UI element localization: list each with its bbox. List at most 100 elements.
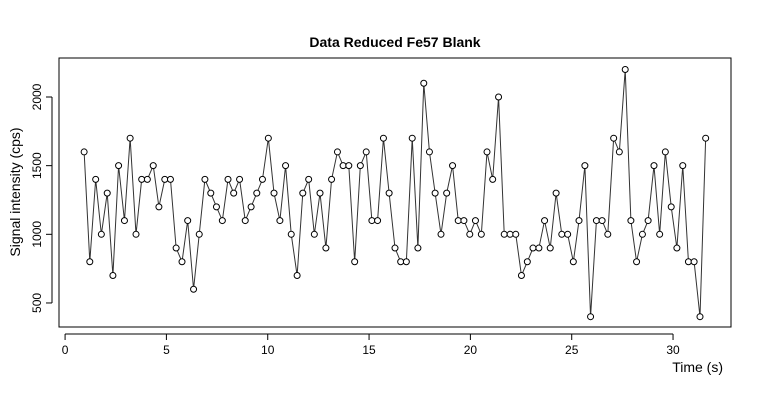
data-point bbox=[132, 230, 140, 238]
y-tick-label: 1500 bbox=[30, 152, 44, 179]
data-point bbox=[408, 134, 416, 142]
data-point bbox=[333, 148, 341, 156]
x-tick-label: 20 bbox=[464, 343, 478, 357]
data-point bbox=[247, 203, 255, 211]
data-point bbox=[414, 244, 422, 252]
data-point bbox=[264, 134, 272, 142]
data-point bbox=[322, 244, 330, 252]
data-point bbox=[351, 258, 359, 266]
data-point bbox=[212, 203, 220, 211]
data-point bbox=[230, 189, 238, 197]
data-point bbox=[454, 217, 462, 225]
data-point bbox=[535, 244, 543, 252]
x-tick-label: 25 bbox=[565, 343, 579, 357]
data-point bbox=[650, 162, 658, 170]
data-point bbox=[201, 175, 209, 183]
x-tick-label: 10 bbox=[261, 343, 275, 357]
data-point bbox=[224, 175, 232, 183]
data-point bbox=[696, 313, 704, 321]
data-point bbox=[270, 189, 278, 197]
data-point bbox=[477, 230, 485, 238]
data-point bbox=[339, 162, 347, 170]
data-point bbox=[80, 148, 88, 156]
data-point bbox=[379, 134, 387, 142]
data-point bbox=[368, 217, 376, 225]
data-point bbox=[546, 244, 554, 252]
data-point bbox=[397, 258, 405, 266]
data-point bbox=[218, 217, 226, 225]
data-point bbox=[512, 230, 520, 238]
data-point bbox=[253, 189, 261, 197]
data-point bbox=[541, 217, 549, 225]
data-point bbox=[702, 134, 710, 142]
data-point bbox=[633, 258, 641, 266]
data-point bbox=[517, 272, 525, 280]
data-point bbox=[374, 217, 382, 225]
series-line bbox=[83, 69, 707, 317]
data-point bbox=[627, 217, 635, 225]
data-point bbox=[287, 230, 295, 238]
data-point bbox=[466, 230, 474, 238]
data-point bbox=[673, 244, 681, 252]
data-point bbox=[679, 162, 687, 170]
data-point bbox=[103, 189, 111, 197]
x-axis-label: Time (s) bbox=[672, 359, 723, 375]
data-point bbox=[345, 162, 353, 170]
x-tick-label: 30 bbox=[666, 343, 680, 357]
x-tick-label: 5 bbox=[163, 343, 170, 357]
data-point bbox=[558, 230, 566, 238]
data-point bbox=[598, 217, 606, 225]
data-point bbox=[391, 244, 399, 252]
data-point bbox=[241, 217, 249, 225]
data-point bbox=[656, 230, 664, 238]
data-point bbox=[604, 230, 612, 238]
y-tick-label: 500 bbox=[30, 293, 44, 313]
data-point bbox=[97, 230, 105, 238]
chart-title: Data Reduced Fe57 Blank bbox=[309, 34, 480, 50]
data-point bbox=[190, 285, 198, 293]
data-point bbox=[495, 93, 503, 101]
data-point bbox=[552, 189, 560, 197]
data-point bbox=[276, 217, 284, 225]
data-point bbox=[437, 230, 445, 238]
data-point bbox=[92, 175, 100, 183]
data-point bbox=[644, 217, 652, 225]
data-point bbox=[282, 162, 290, 170]
data-point bbox=[115, 162, 123, 170]
data-point bbox=[161, 175, 169, 183]
data-point bbox=[587, 313, 595, 321]
data-point bbox=[506, 230, 514, 238]
y-tick-label: 1000 bbox=[30, 221, 44, 248]
data-point bbox=[690, 258, 698, 266]
data-point bbox=[310, 230, 318, 238]
data-point bbox=[184, 217, 192, 225]
data-point bbox=[615, 148, 623, 156]
data-point bbox=[178, 258, 186, 266]
data-point bbox=[638, 230, 646, 238]
data-point bbox=[149, 162, 157, 170]
data-point bbox=[143, 175, 151, 183]
data-point bbox=[305, 175, 313, 183]
data-point bbox=[529, 244, 537, 252]
data-point bbox=[443, 189, 451, 197]
data-point bbox=[362, 148, 370, 156]
data-point bbox=[236, 175, 244, 183]
data-point bbox=[299, 189, 307, 197]
data-point bbox=[138, 175, 146, 183]
data-point bbox=[328, 175, 336, 183]
y-tick-label: 2000 bbox=[30, 83, 44, 110]
data-point bbox=[402, 258, 410, 266]
data-point bbox=[109, 272, 117, 280]
data-point bbox=[500, 230, 508, 238]
data-point bbox=[420, 79, 428, 87]
plot-frame bbox=[58, 57, 732, 328]
x-tick-label: 0 bbox=[62, 343, 69, 357]
data-point bbox=[166, 175, 174, 183]
data-point bbox=[172, 244, 180, 252]
data-point bbox=[126, 134, 134, 142]
data-point bbox=[684, 258, 692, 266]
data-point bbox=[86, 258, 94, 266]
data-point bbox=[564, 230, 572, 238]
data-point bbox=[610, 134, 618, 142]
